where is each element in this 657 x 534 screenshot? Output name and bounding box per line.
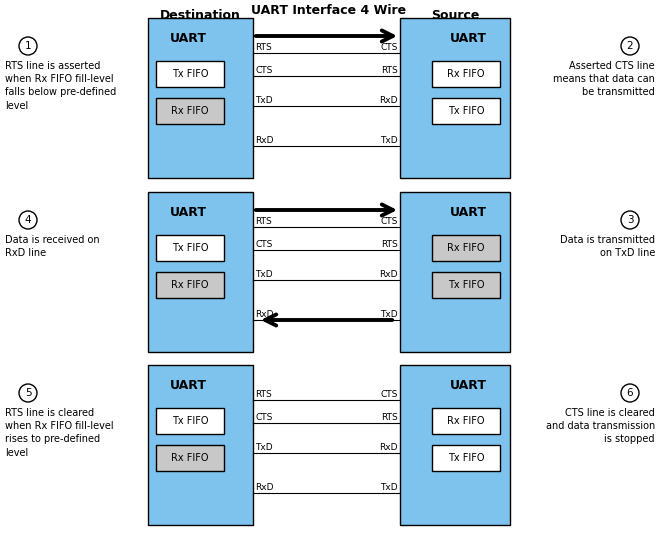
Text: 4: 4 (25, 215, 32, 225)
Text: Tx FIFO: Tx FIFO (171, 69, 208, 79)
Text: TxD: TxD (255, 96, 273, 105)
Bar (156, 272, 224, 298)
Text: RTS line is cleared
when Rx FIFO fill-level
rises to pre-defined
level: RTS line is cleared when Rx FIFO fill-le… (5, 408, 114, 458)
Text: 5: 5 (25, 388, 32, 398)
Bar (432, 98, 500, 124)
Text: Rx FIFO: Rx FIFO (447, 416, 485, 426)
Bar (156, 235, 224, 261)
Text: 3: 3 (627, 215, 633, 225)
Bar (156, 445, 224, 471)
Text: Tx FIFO: Tx FIFO (448, 106, 484, 116)
Text: UART: UART (449, 206, 487, 219)
Bar (400, 18, 510, 178)
Text: Tx FIFO: Tx FIFO (171, 243, 208, 253)
Bar (156, 98, 224, 124)
Text: TxD: TxD (380, 310, 398, 319)
Text: TxD: TxD (255, 443, 273, 452)
Text: Rx FIFO: Rx FIFO (171, 453, 209, 463)
Bar (148, 192, 253, 352)
Text: RTS line is asserted
when Rx FIFO fill-level
falls below pre-defined
level: RTS line is asserted when Rx FIFO fill-l… (5, 61, 116, 111)
Bar (432, 272, 500, 298)
Text: RxD: RxD (380, 443, 398, 452)
Text: TxD: TxD (380, 136, 398, 145)
Text: RxD: RxD (255, 136, 273, 145)
Text: Tx FIFO: Tx FIFO (448, 453, 484, 463)
Text: 2: 2 (627, 41, 633, 51)
Text: CTS: CTS (380, 43, 398, 52)
Bar (432, 235, 500, 261)
Bar (148, 365, 253, 525)
Text: CTS: CTS (255, 413, 273, 422)
Text: TxD: TxD (255, 270, 273, 279)
Bar (400, 192, 510, 352)
Text: RxD: RxD (380, 96, 398, 105)
Text: UART: UART (170, 32, 206, 45)
Text: CTS line is cleared
and data transmission
is stopped: CTS line is cleared and data transmissio… (546, 408, 655, 444)
Text: Rx FIFO: Rx FIFO (447, 69, 485, 79)
Text: Rx FIFO: Rx FIFO (171, 106, 209, 116)
Bar (156, 61, 224, 87)
Text: CTS: CTS (255, 240, 273, 249)
Bar (432, 408, 500, 434)
Text: UART: UART (449, 32, 487, 45)
Text: CTS: CTS (255, 66, 273, 75)
Text: UART Interface 4 Wire: UART Interface 4 Wire (251, 4, 406, 17)
Text: CTS: CTS (380, 217, 398, 226)
Text: RTS: RTS (255, 43, 272, 52)
Text: RTS: RTS (381, 240, 398, 249)
Text: Rx FIFO: Rx FIFO (447, 243, 485, 253)
Bar (400, 365, 510, 525)
Text: UART: UART (170, 206, 206, 219)
Text: RTS: RTS (255, 217, 272, 226)
Text: RxD: RxD (255, 483, 273, 492)
Text: UART: UART (449, 379, 487, 392)
Text: Data is received on
RxD line: Data is received on RxD line (5, 235, 100, 258)
Bar (432, 61, 500, 87)
Text: RxD: RxD (380, 270, 398, 279)
Text: RTS: RTS (381, 413, 398, 422)
Text: UART: UART (170, 379, 206, 392)
Text: RTS: RTS (381, 66, 398, 75)
Text: Destination: Destination (160, 9, 241, 22)
Bar (156, 408, 224, 434)
Text: TxD: TxD (380, 483, 398, 492)
Text: Source: Source (431, 9, 479, 22)
Text: Rx FIFO: Rx FIFO (171, 280, 209, 290)
Text: RTS: RTS (255, 390, 272, 399)
Text: Data is transmitted
on TxD line: Data is transmitted on TxD line (560, 235, 655, 258)
Text: Asserted CTS line
means that data can
be transmitted: Asserted CTS line means that data can be… (553, 61, 655, 97)
Text: 1: 1 (25, 41, 32, 51)
Text: CTS: CTS (380, 390, 398, 399)
Text: Tx FIFO: Tx FIFO (171, 416, 208, 426)
Bar (148, 18, 253, 178)
Bar (432, 445, 500, 471)
Text: RxD: RxD (255, 310, 273, 319)
Text: 6: 6 (627, 388, 633, 398)
Text: Tx FIFO: Tx FIFO (448, 280, 484, 290)
